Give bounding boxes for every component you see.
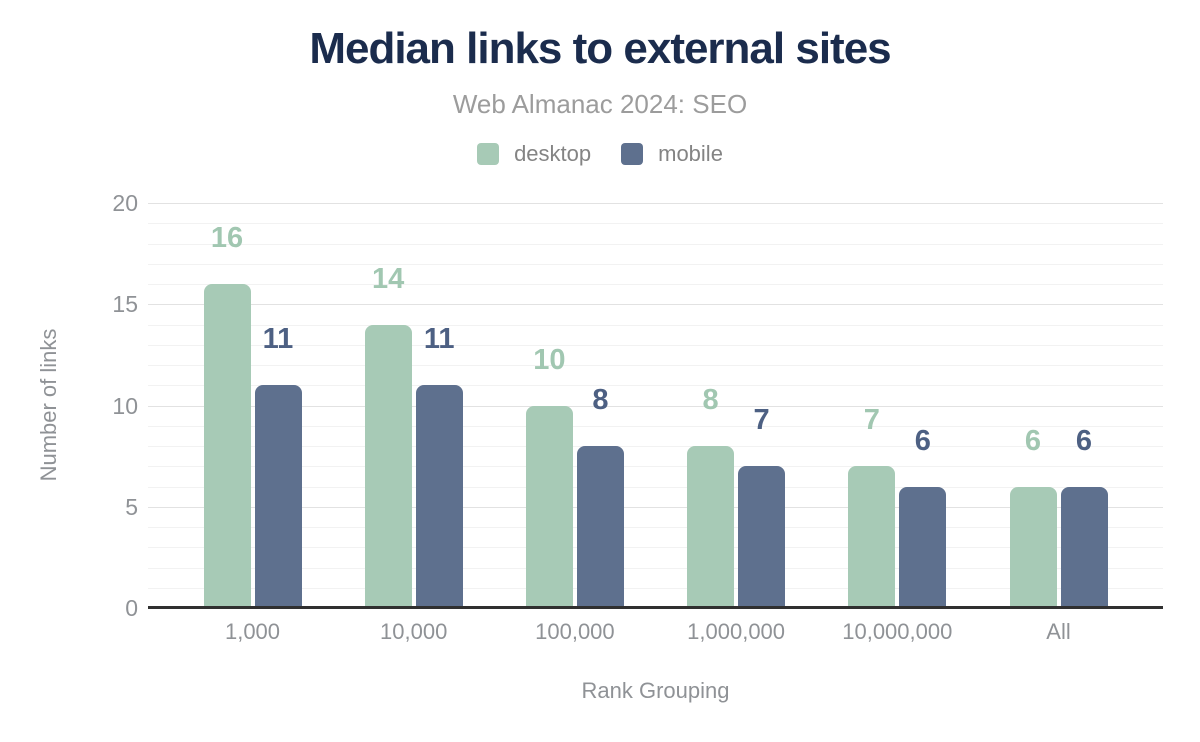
bar-desktop[interactable] bbox=[525, 405, 573, 608]
gridline-minor bbox=[148, 385, 1163, 387]
legend-item-mobile: mobile bbox=[621, 142, 723, 166]
value-label-mobile: 11 bbox=[423, 323, 455, 356]
value-label-mobile: 7 bbox=[753, 404, 770, 437]
value-label-desktop: 7 bbox=[863, 404, 880, 437]
value-label-desktop: 10 bbox=[533, 343, 566, 376]
gridline-minor bbox=[148, 263, 1163, 265]
x-tick-label: 1,000 bbox=[224, 619, 281, 644]
x-tick-label: All bbox=[1046, 619, 1071, 644]
value-label-desktop: 6 bbox=[1024, 424, 1042, 457]
gridline-minor bbox=[148, 547, 1163, 549]
value-label-desktop: 8 bbox=[702, 384, 719, 416]
bar-mobile[interactable] bbox=[1060, 486, 1108, 608]
bar-mobile[interactable] bbox=[254, 385, 302, 608]
bar-mobile[interactable] bbox=[415, 385, 463, 608]
chart-title: Median links to external sites bbox=[309, 24, 891, 73]
chart-subtitle: Web Almanac 2024: SEO bbox=[452, 89, 748, 119]
value-label-mobile: 6 bbox=[1075, 424, 1093, 457]
value-label-desktop: 14 bbox=[372, 262, 405, 295]
gridline-minor bbox=[148, 284, 1163, 285]
gridline-minor bbox=[148, 446, 1163, 447]
gridline-minor bbox=[148, 344, 1163, 346]
y-tick-label: 15 bbox=[112, 291, 138, 318]
bar-mobile[interactable] bbox=[576, 446, 624, 608]
value-label-mobile: 8 bbox=[592, 384, 609, 416]
gridline-minor bbox=[148, 587, 1163, 589]
bar-desktop[interactable] bbox=[687, 446, 735, 608]
legend: desktop mobile bbox=[0, 142, 1200, 166]
gridline-major bbox=[148, 405, 1163, 407]
legend-label-desktop: desktop bbox=[514, 141, 592, 166]
bar-desktop[interactable] bbox=[364, 324, 412, 608]
value-label-desktop: 16 bbox=[210, 222, 244, 254]
value-label-mobile: 6 bbox=[914, 424, 931, 457]
y-tick-label: 5 bbox=[125, 493, 138, 520]
gridline-minor bbox=[148, 223, 1163, 225]
bar-mobile[interactable] bbox=[738, 466, 786, 608]
gridline-minor bbox=[148, 466, 1163, 468]
gridline-major bbox=[148, 506, 1163, 508]
y-tick-label: 10 bbox=[112, 392, 138, 419]
legend-item-desktop: desktop bbox=[477, 142, 591, 166]
gridline-major bbox=[148, 304, 1163, 306]
gridline-minor bbox=[148, 486, 1163, 488]
value-label-mobile: 11 bbox=[262, 323, 294, 356]
bar-desktop[interactable] bbox=[1009, 486, 1057, 608]
y-tick-label: 20 bbox=[112, 190, 138, 216]
legend-label-mobile: mobile bbox=[658, 141, 723, 166]
bar-desktop[interactable] bbox=[203, 284, 251, 608]
bar-mobile[interactable] bbox=[899, 486, 947, 608]
gridline-minor bbox=[148, 365, 1163, 366]
legend-swatch-desktop bbox=[477, 143, 500, 165]
x-tick-label: 100,000 bbox=[535, 619, 615, 644]
x-tick-label: 1,000,000 bbox=[687, 619, 786, 644]
x-axis-line bbox=[148, 606, 1163, 609]
gridline-minor bbox=[148, 567, 1163, 569]
y-tick-label: 0 bbox=[125, 595, 138, 621]
x-tick-label: 10,000,000 bbox=[842, 619, 953, 644]
bar-desktop[interactable] bbox=[848, 466, 896, 608]
x-tick-label: 10,000 bbox=[380, 619, 448, 644]
gridline-minor bbox=[148, 425, 1163, 427]
legend-swatch-mobile bbox=[621, 143, 644, 165]
gridline-minor bbox=[148, 324, 1163, 326]
gridline-major bbox=[148, 203, 1163, 204]
x-axis-title: Rank Grouping bbox=[581, 678, 730, 703]
gridline-minor bbox=[148, 527, 1163, 528]
gridline-minor bbox=[148, 243, 1163, 245]
